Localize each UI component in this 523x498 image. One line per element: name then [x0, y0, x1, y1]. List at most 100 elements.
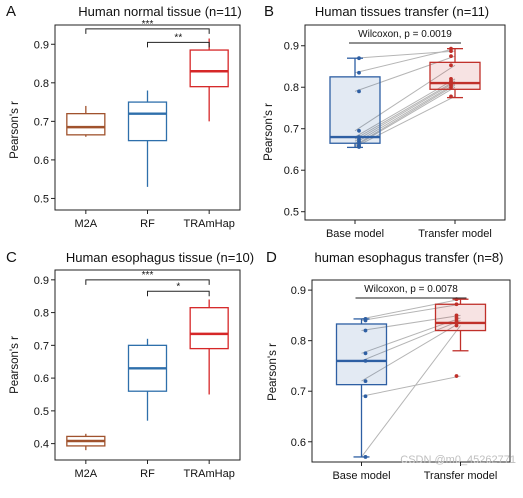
data-point [449, 49, 453, 54]
significance-bracket [147, 290, 210, 297]
y-tick-label: 0.5 [284, 207, 299, 219]
y-tick-label: 0.6 [34, 155, 49, 167]
x-tick-label: Base model [326, 228, 384, 240]
y-tick-label: 0.9 [284, 41, 299, 53]
y-tick-label: 0.9 [34, 39, 49, 51]
y-tick-label: 0.8 [34, 78, 49, 90]
data-point [454, 320, 459, 325]
panel-title: human esophagus transfer (n=8) [315, 250, 504, 265]
box-0 [66, 112, 106, 136]
data-point [449, 63, 453, 68]
y-tick-label: 0.7 [34, 116, 49, 128]
box-1 [127, 101, 168, 142]
panel-letter: B [264, 3, 274, 20]
panel-title: Human esophagus tissue (n=10) [66, 250, 254, 265]
data-point [357, 145, 361, 149]
y-tick-label: 0.4 [34, 439, 49, 451]
y-tick-label: 0.6 [284, 165, 299, 177]
y-tick-label: 0.5 [34, 193, 49, 205]
y-tick-label: 0.7 [291, 386, 306, 398]
pair-line [354, 64, 456, 132]
y-tick-label: 0.8 [34, 308, 49, 320]
test-label: Wilcoxon, p = 0.0019 [358, 29, 452, 40]
panel-letter: A [6, 3, 16, 20]
y-tick-label: 0.7 [284, 124, 299, 136]
x-tick-label: Transfer model [418, 228, 492, 240]
x-tick-label: TRAmHap [183, 218, 234, 230]
data-point [357, 56, 361, 61]
data-point [363, 379, 368, 384]
box-2 [189, 49, 229, 88]
data-point [363, 318, 368, 323]
y-tick-label: 0.8 [284, 82, 299, 94]
y-tick-label: 0.9 [34, 275, 49, 287]
box-0 [329, 76, 381, 144]
pair-line [354, 50, 456, 59]
data-point [363, 328, 368, 333]
box-2 [189, 307, 229, 350]
significance-label: *** [142, 19, 154, 30]
box-0 [335, 323, 388, 386]
significance-label: ** [174, 32, 182, 43]
test-label: Wilcoxon, p = 0.0078 [364, 284, 458, 295]
panel-letter: C [6, 249, 17, 266]
x-tick-label: M2A [75, 218, 98, 230]
pair-line [354, 84, 456, 146]
y-axis-label: Pearson's r [9, 101, 21, 159]
box-1 [434, 303, 487, 332]
y-tick-label: 0.6 [34, 373, 49, 385]
x-tick-label: M2A [75, 468, 98, 480]
panel-title: Human normal tissue (n=11) [78, 4, 241, 19]
panel-c: C Human esophagus tissue (n=10) 0.4 0.5 0.6 0… [6, 249, 254, 480]
data-point [454, 374, 459, 378]
y-axis-label: Pearson's r [263, 103, 275, 161]
data-point [363, 394, 368, 399]
pair-line [354, 95, 456, 148]
x-tick-label: Base model [332, 470, 390, 482]
y-tick-label: 0.6 [291, 437, 306, 449]
significance-label: *** [142, 270, 154, 281]
pair-line [361, 325, 461, 458]
pair-line [361, 303, 461, 321]
y-tick-label: 0.7 [34, 340, 49, 352]
data-point [449, 54, 453, 59]
data-point [363, 455, 368, 459]
pair-line [354, 78, 456, 138]
pair-line [354, 83, 456, 144]
data-point [449, 85, 453, 90]
pair-line [361, 314, 461, 332]
data-point [357, 128, 361, 133]
pair-line [361, 322, 461, 382]
significance-label: * [176, 281, 180, 292]
x-tick-label: TRAmHap [183, 468, 234, 480]
panel-a: A Human normal tissue (n=11) 0.5 0.6 0.7 0.8 0… [6, 3, 242, 230]
pair-line [354, 80, 456, 140]
data-point [449, 94, 453, 99]
significance-bracket [147, 41, 210, 48]
panel-title: Human tissues transfer (n=11) [315, 4, 489, 19]
y-tick-label: 0.8 [291, 336, 306, 348]
y-axis-label: Pearson's r [267, 343, 279, 401]
box-1 [429, 61, 481, 90]
data-point [363, 351, 368, 356]
y-axis-label: Pearson's r [9, 336, 21, 394]
pair-line [361, 319, 461, 362]
data-point [454, 323, 459, 328]
data-point [357, 89, 361, 94]
pair-line [361, 298, 461, 320]
y-tick-label: 0.5 [34, 406, 49, 418]
y-tick-label: 0.9 [291, 285, 306, 297]
significance-bracket [85, 279, 210, 285]
pair-line [361, 375, 461, 397]
significance-bracket [85, 28, 210, 34]
panel-b: B Human tissues transfer (n=11) 0.5 0.6 0.7 0… [263, 3, 506, 240]
panel-letter: D [266, 249, 277, 266]
data-point [363, 358, 368, 363]
watermark-text: CSDN @m0_45262771 [400, 454, 516, 466]
x-tick-label: Transfer model [424, 470, 498, 482]
x-tick-label: RF [140, 468, 155, 480]
data-point [357, 70, 361, 75]
x-tick-label: RF [140, 218, 155, 230]
